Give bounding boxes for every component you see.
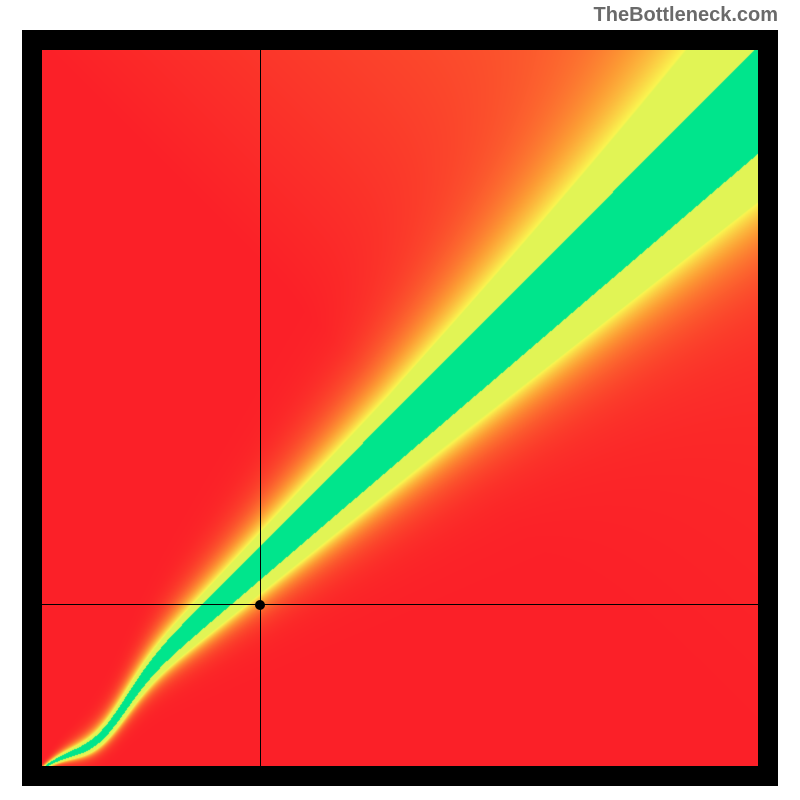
heatmap-plot (42, 50, 758, 766)
watermark-text: TheBottleneck.com (594, 4, 778, 27)
crosshair-marker (255, 600, 265, 610)
crosshair-vertical (260, 50, 261, 766)
heatmap-canvas (42, 50, 758, 766)
chart-container: TheBottleneck.com (0, 0, 800, 800)
crosshair-horizontal (42, 604, 758, 605)
